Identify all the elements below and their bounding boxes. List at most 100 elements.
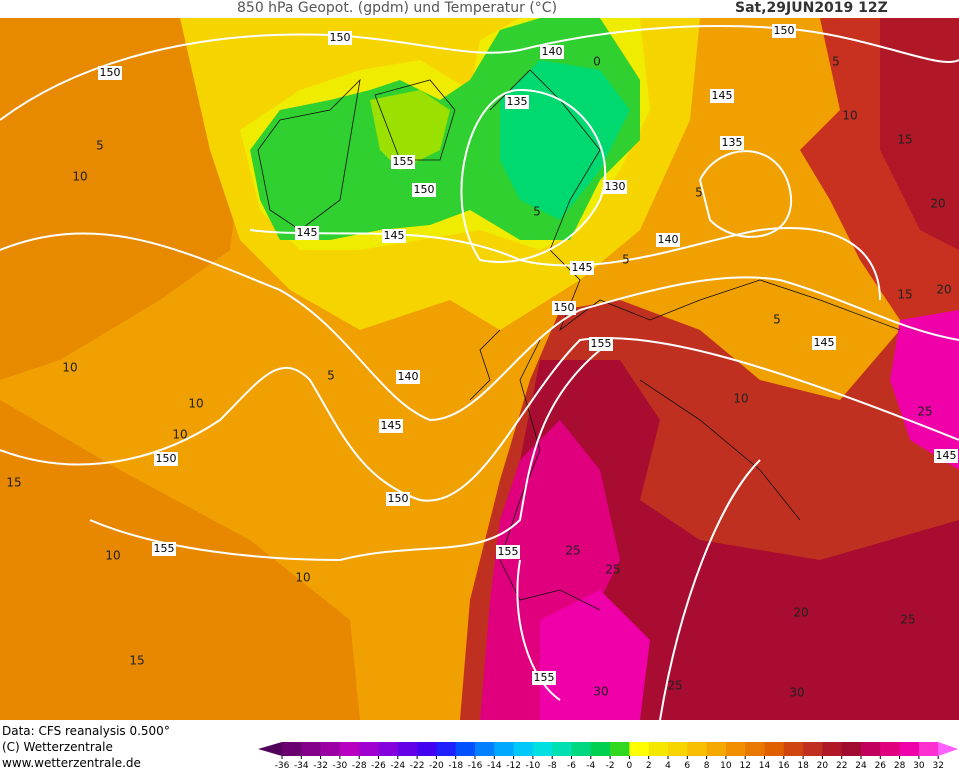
color-bin [880, 742, 901, 756]
tick-label: -34 [294, 761, 309, 770]
color-bin [455, 742, 476, 756]
temperature-label: 15 [129, 654, 144, 668]
tick-label: 20 [817, 761, 829, 770]
color-bin [841, 742, 862, 756]
tick-label: -22 [410, 761, 425, 770]
temperature-label: 15 [897, 288, 912, 302]
temperature-label: 25 [667, 679, 682, 693]
temperature-label: 20 [793, 606, 808, 620]
tick-label: -8 [548, 761, 557, 770]
tick-label: 26 [875, 761, 887, 770]
color-bin [918, 742, 939, 756]
temperature-label: 25 [917, 405, 932, 419]
color-bin [397, 742, 418, 756]
label-box [603, 180, 627, 194]
tick-label: 4 [665, 761, 671, 770]
map-title: 850 hPa Geopot. (gpdm) und Temperatur (°… [237, 0, 557, 16]
color-bin [803, 742, 823, 756]
tick-label: -20 [429, 761, 444, 770]
height-label: 145 [384, 229, 405, 242]
temperature-label: 30 [593, 685, 608, 699]
label-box [396, 370, 420, 384]
color-bin [282, 742, 302, 756]
height-label: 135 [507, 95, 528, 108]
label-box [412, 183, 436, 197]
label-box [496, 545, 520, 559]
tick-label: 22 [836, 761, 847, 770]
color-bin [706, 742, 727, 756]
height-label: 140 [658, 233, 679, 246]
label-box [552, 301, 576, 315]
color-bin [494, 742, 515, 756]
temperature-field [0, 400, 360, 720]
height-label: 155 [154, 542, 175, 555]
tick-label: 0 [627, 761, 633, 770]
label-box [570, 261, 594, 275]
label-box [710, 89, 734, 103]
height-label: 145 [712, 89, 733, 102]
height-label: 140 [542, 45, 563, 58]
footer-line: www.wetterzentrale.de [2, 756, 141, 770]
tick-label: 10 [720, 761, 732, 770]
tick-label: 2 [646, 761, 652, 770]
color-bin [359, 742, 379, 756]
tick-label: -30 [333, 761, 348, 770]
height-label: 145 [814, 336, 835, 349]
label-box [152, 542, 176, 556]
temperature-label: 10 [105, 549, 120, 563]
color-bin [629, 742, 650, 756]
color-bin [258, 742, 282, 756]
tick-label: -4 [586, 761, 595, 770]
temperature-label: 30 [789, 686, 804, 700]
temperature-label: 5 [533, 205, 541, 219]
temperature-label: 25 [605, 563, 620, 577]
tick-label: 24 [855, 761, 867, 770]
tick-label: -36 [275, 761, 290, 770]
color-bin [764, 742, 785, 756]
label-box [532, 671, 556, 685]
label-box [382, 229, 406, 243]
label-box [391, 155, 415, 169]
tick-label: -18 [448, 761, 463, 770]
height-contour [0, 232, 959, 422]
tick-label: 14 [759, 761, 771, 770]
color-bin [648, 742, 669, 756]
height-contour [0, 337, 959, 502]
temperature-label: 20 [930, 197, 945, 211]
label-box [772, 24, 796, 38]
color-bin [938, 742, 959, 756]
color-bin [745, 742, 765, 756]
temperature-label: 15 [897, 133, 912, 147]
temperature-field [370, 90, 450, 170]
color-bin [822, 742, 843, 756]
height-label: 150 [414, 183, 435, 196]
temperature-label: 10 [842, 109, 857, 123]
temperature-label: 5 [832, 55, 840, 69]
footer-line: (C) Wetterzentrale [2, 740, 113, 754]
tick-label: 28 [894, 761, 906, 770]
color-bin [475, 742, 495, 756]
height-label: 150 [330, 31, 351, 44]
height-label: 145 [572, 261, 593, 274]
height-label: 145 [381, 419, 402, 432]
label-box [656, 233, 680, 247]
footer-line: Data: CFS reanalysis 0.500° [2, 724, 170, 738]
tick-label: 32 [932, 761, 943, 770]
tick-label: 30 [913, 761, 925, 770]
map-date: Sat,29JUN2019 12Z [735, 0, 888, 16]
tick-label: 8 [704, 761, 710, 770]
temperature-label: 5 [695, 186, 703, 200]
temperature-field [540, 590, 650, 720]
temperature-label: 10 [188, 397, 203, 411]
color-bin [417, 742, 437, 756]
tick-label: 16 [778, 761, 790, 770]
color-bin [339, 742, 360, 756]
tick-label: -16 [468, 761, 483, 770]
height-label: 150 [774, 24, 795, 37]
temperature-label: 25 [900, 613, 915, 627]
tick-label: -14 [487, 761, 502, 770]
temperature-field [500, 60, 630, 220]
tick-label: -12 [506, 761, 521, 770]
temperature-label: 5 [96, 139, 104, 153]
